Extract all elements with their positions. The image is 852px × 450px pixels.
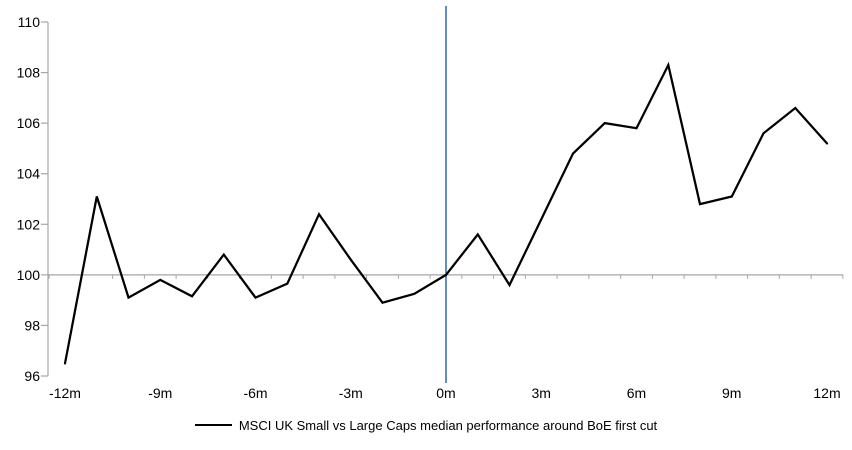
x-tick-label: -6m	[243, 385, 267, 401]
legend-line-sample	[194, 424, 232, 426]
y-tick-label: 96	[24, 368, 40, 384]
x-tick-label: -9m	[148, 385, 172, 401]
x-tick-label: 0m	[436, 385, 455, 401]
legend: MSCI UK Small vs Large Caps median perfo…	[0, 415, 852, 435]
legend-label: MSCI UK Small vs Large Caps median perfo…	[238, 417, 658, 433]
y-tick-label: 108	[17, 65, 41, 81]
x-tick-label: 9m	[722, 385, 741, 401]
y-tick-label: 104	[17, 166, 41, 182]
y-tick-label: 106	[17, 115, 41, 131]
x-tick-label: 3m	[532, 385, 551, 401]
x-tick-label: -12m	[49, 385, 81, 401]
series-line	[63, 61, 829, 365]
y-tick-label: 110	[18, 14, 41, 30]
y-tick-label: 102	[17, 216, 41, 232]
y-tick-label: 98	[24, 317, 40, 333]
x-tick-label: -3m	[339, 385, 363, 401]
x-tick-label: 6m	[627, 385, 646, 401]
y-tick-label: 100	[17, 267, 41, 283]
x-tick-label: 12m	[813, 385, 840, 401]
